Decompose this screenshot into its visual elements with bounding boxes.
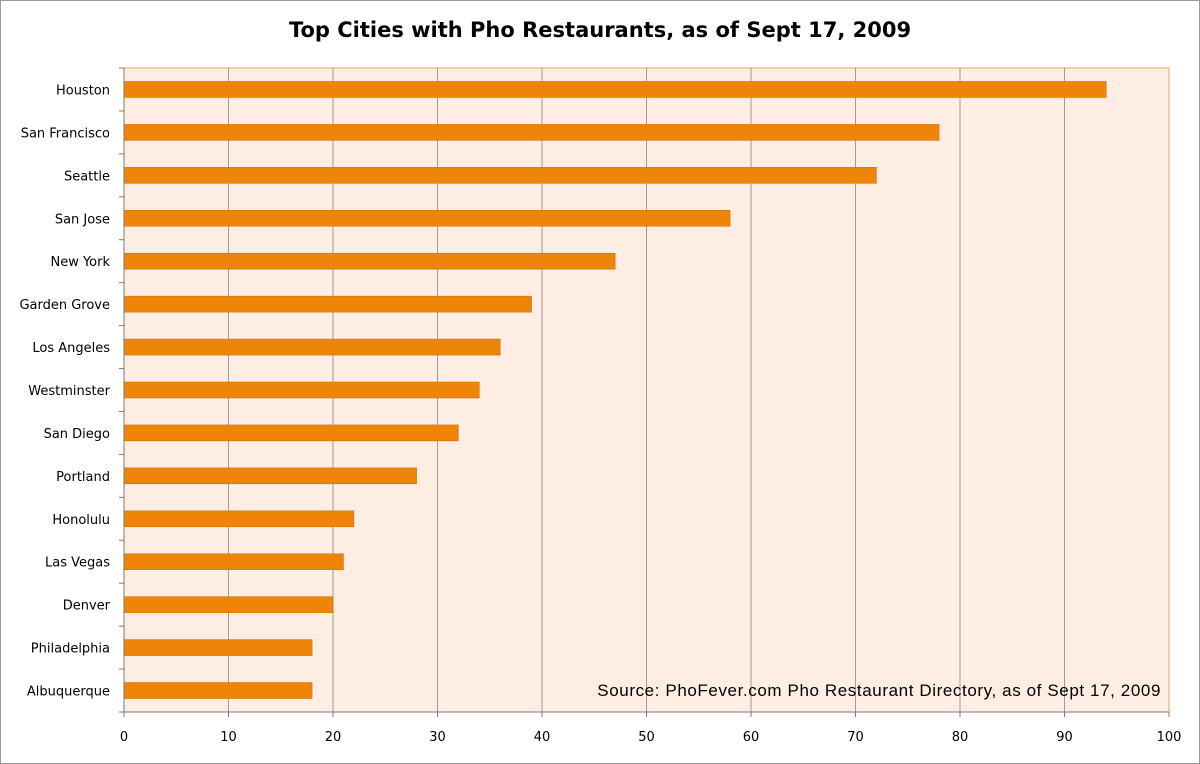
x-tick-label: 100 — [1157, 730, 1182, 745]
category-label: Seattle — [64, 169, 110, 184]
bar — [123, 167, 877, 184]
category-label: Las Vegas — [45, 556, 110, 571]
bar — [123, 424, 459, 442]
x-tick-label: 90 — [1056, 730, 1073, 745]
bar — [123, 510, 355, 528]
bar — [123, 682, 313, 699]
bar — [123, 596, 334, 613]
category-label: San Francisco — [21, 126, 110, 141]
bar — [123, 252, 616, 270]
x-tick-label: 80 — [952, 730, 969, 745]
x-tick-label: 10 — [220, 730, 237, 745]
x-tick-label: 40 — [534, 730, 551, 745]
x-tick-label: 20 — [325, 730, 342, 745]
bars — [123, 81, 1107, 699]
bar — [123, 81, 1107, 98]
category-label: Houston — [56, 83, 110, 98]
category-label: Denver — [63, 599, 111, 614]
bar — [123, 553, 344, 570]
category-label: Garden Grove — [19, 298, 110, 313]
x-tick-labels: 0 10 20 30 40 50 60 70 80 90 100 — [120, 730, 1182, 745]
x-tick-label: 50 — [638, 730, 655, 745]
category-labels: Houston San Francisco Seattle San Jose New Y… — [19, 83, 110, 699]
x-tick-label: 0 — [120, 730, 128, 745]
x-tick-label: 70 — [847, 730, 864, 745]
x-tick-label: 30 — [429, 730, 446, 745]
category-label: Honolulu — [52, 513, 110, 528]
bar — [123, 467, 417, 485]
source-annotation: Source: PhoFever.com Pho Restaurant Dire… — [597, 681, 1161, 700]
category-label: San Diego — [44, 427, 110, 442]
category-label: Albuquerque — [27, 685, 110, 700]
x-tick-label: 60 — [743, 730, 760, 745]
bar — [123, 639, 313, 656]
axes — [119, 67, 1170, 717]
category-label: Westminster — [28, 384, 110, 399]
category-label: Portland — [56, 470, 110, 485]
bar — [123, 210, 731, 227]
category-label: New York — [50, 255, 110, 270]
category-label: Philadelphia — [31, 642, 110, 657]
bar — [123, 381, 480, 399]
category-label: Los Angeles — [32, 341, 110, 356]
chart-title: Top Cities with Pho Restaurants, as of S… — [288, 18, 912, 42]
category-label: San Jose — [55, 212, 110, 227]
bar — [123, 338, 501, 356]
bar — [123, 295, 532, 313]
bar — [123, 124, 940, 141]
